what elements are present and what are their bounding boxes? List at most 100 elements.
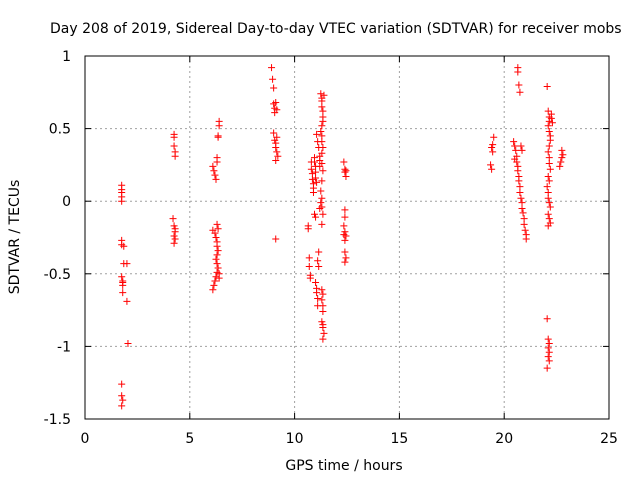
data-point	[545, 199, 553, 207]
data-points	[118, 64, 567, 410]
data-point	[212, 255, 220, 263]
data-point	[309, 188, 317, 196]
data-point	[519, 209, 527, 217]
data-point	[319, 117, 327, 125]
data-point	[273, 133, 281, 141]
data-point	[319, 290, 327, 298]
data-point	[544, 148, 552, 156]
data-point	[558, 154, 566, 162]
data-point	[318, 159, 326, 167]
data-point	[307, 165, 315, 173]
data-point	[317, 187, 325, 195]
data-point	[318, 220, 326, 228]
data-point	[318, 138, 326, 146]
data-point	[123, 260, 131, 268]
data-point	[211, 229, 219, 237]
data-point	[516, 188, 524, 196]
data-point	[488, 143, 496, 151]
data-point	[304, 225, 312, 233]
data-point	[543, 82, 551, 90]
data-point	[213, 242, 221, 250]
data-point	[547, 114, 555, 122]
data-point	[489, 148, 497, 156]
y-tick-label: 0	[62, 194, 71, 210]
data-point	[545, 357, 553, 365]
y-tick-label: -0.5	[44, 267, 71, 283]
data-point	[211, 277, 219, 285]
data-point	[544, 194, 552, 202]
data-point	[320, 91, 328, 99]
x-axis-label: GPS time / hours	[285, 458, 402, 474]
data-point	[305, 263, 313, 271]
y-tick-label: -1	[57, 339, 71, 355]
data-point	[520, 220, 528, 228]
data-point	[272, 157, 280, 165]
data-point	[543, 364, 551, 372]
data-point	[318, 203, 326, 211]
data-point	[210, 281, 218, 289]
data-point	[169, 215, 177, 223]
data-point	[319, 210, 327, 218]
data-point	[319, 335, 327, 343]
data-point	[559, 151, 567, 159]
data-point	[318, 318, 326, 326]
data-point	[215, 274, 223, 282]
data-point	[515, 177, 523, 185]
data-point	[215, 117, 223, 125]
plot-frame	[84, 55, 610, 420]
data-point	[171, 235, 179, 243]
data-point	[516, 88, 524, 96]
data-point	[315, 248, 323, 256]
data-point	[210, 167, 218, 175]
grid-lines	[85, 56, 609, 419]
data-point	[313, 178, 321, 186]
data-point	[120, 242, 128, 250]
data-point	[270, 84, 278, 92]
data-point	[548, 119, 556, 127]
data-point	[543, 315, 551, 323]
x-tick-label: 0	[81, 431, 90, 447]
data-point	[546, 136, 554, 144]
data-point	[518, 204, 526, 212]
data-point	[272, 143, 280, 151]
data-point	[489, 141, 497, 149]
data-point	[318, 296, 326, 304]
data-point	[556, 162, 564, 170]
data-point	[545, 348, 553, 356]
data-point	[268, 64, 276, 72]
data-point	[314, 257, 322, 265]
data-point	[214, 264, 222, 272]
data-point	[272, 235, 280, 243]
data-point	[517, 194, 525, 202]
data-point	[270, 129, 278, 137]
data-point	[213, 220, 221, 228]
data-point	[213, 251, 221, 259]
data-point	[209, 162, 217, 170]
data-point	[317, 90, 325, 98]
y-tick-label: 0.5	[49, 122, 71, 138]
data-point	[124, 339, 132, 347]
y-tick-label: -1.5	[44, 412, 71, 428]
data-point	[308, 175, 316, 183]
data-point	[341, 206, 349, 214]
chart-title: Day 208 of 2019, Sidereal Day-to-day VTE…	[50, 21, 622, 37]
data-point	[340, 158, 348, 166]
data-point	[320, 329, 328, 337]
data-point	[544, 344, 552, 352]
data-point	[511, 155, 519, 163]
data-point	[544, 353, 552, 361]
data-point	[213, 260, 221, 268]
x-tick-label: 10	[286, 431, 304, 447]
data-point	[212, 175, 220, 183]
data-point	[545, 177, 553, 185]
data-point	[544, 222, 552, 230]
data-point	[170, 222, 178, 230]
data-point	[118, 392, 126, 400]
data-point	[341, 213, 349, 221]
data-point	[313, 289, 321, 297]
data-point	[546, 203, 554, 211]
data-point	[311, 210, 319, 218]
data-point	[340, 222, 348, 230]
data-point	[118, 273, 126, 281]
